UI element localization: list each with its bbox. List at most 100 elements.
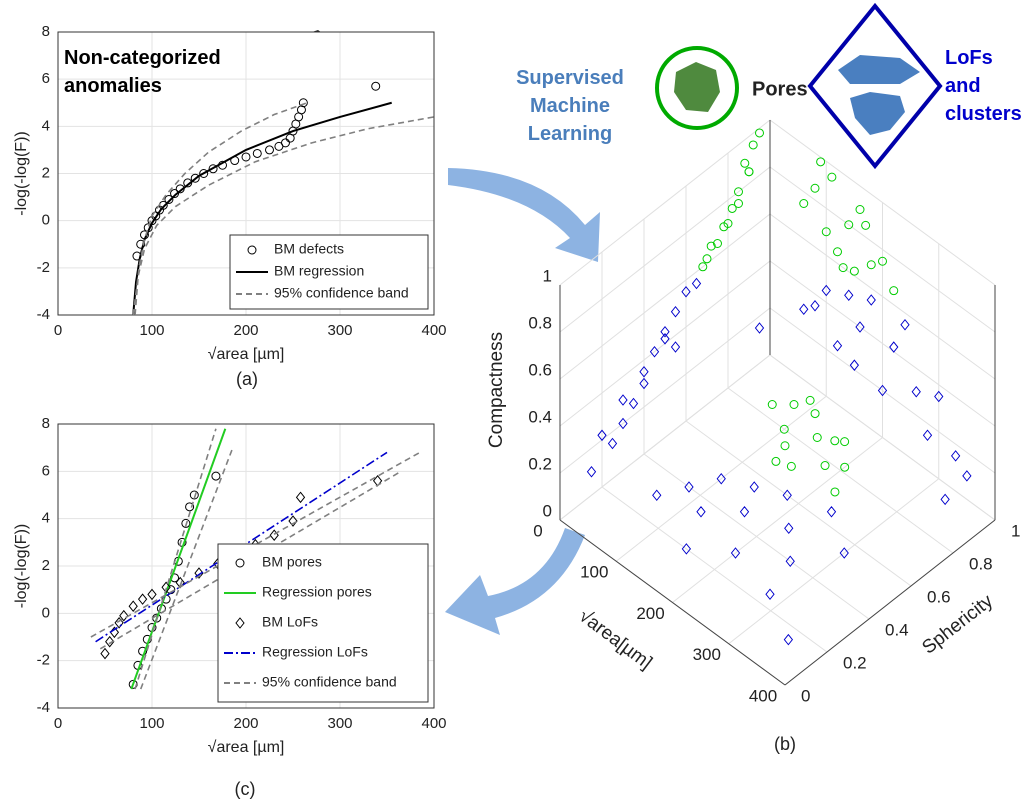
- marker: [828, 173, 836, 181]
- y-tick-label: 0.8: [969, 554, 993, 573]
- marker: [619, 395, 627, 405]
- legend-label: Regression LoFs: [262, 644, 368, 660]
- x-axis-label: √area [µm]: [208, 346, 285, 363]
- marker: [588, 467, 596, 477]
- x-axis-label: √area [µm]: [208, 739, 285, 756]
- marker: [672, 307, 680, 317]
- y-tick-label: -4: [37, 699, 50, 716]
- y-tick-label: 6: [42, 70, 50, 87]
- grid-line: [560, 308, 770, 473]
- legend-label: BM defects: [274, 241, 344, 257]
- x-tick-label: 300: [693, 645, 721, 664]
- legend-label: LoFs and clusters: [945, 44, 1025, 128]
- marker: [806, 396, 814, 404]
- y-tick-label: 2: [42, 164, 50, 181]
- x-tick-label: 0: [533, 521, 542, 540]
- marker: [890, 342, 898, 352]
- x-tick-label: 200: [233, 715, 258, 732]
- axis-line: [785, 520, 995, 685]
- grid-line: [560, 355, 770, 520]
- lof-icon: [850, 92, 905, 135]
- z-tick-label: 0.8: [528, 313, 552, 332]
- arrow: [445, 528, 585, 635]
- marker: [845, 290, 853, 300]
- marker: [749, 141, 757, 149]
- marker: [813, 434, 821, 442]
- marker: [841, 438, 849, 446]
- marker: [800, 200, 808, 208]
- y-tick-label: 0.6: [927, 587, 951, 606]
- x-tick-label: 400: [421, 322, 446, 339]
- z-axis-label: Compactness: [486, 332, 507, 448]
- marker: [924, 430, 932, 440]
- marker: [693, 279, 701, 289]
- z-tick-label: 0.4: [528, 407, 552, 426]
- pore-icon: [674, 62, 720, 112]
- grid-line: [686, 421, 911, 586]
- marker: [952, 451, 960, 461]
- caption: (c): [235, 779, 256, 799]
- annotation: Non-categorized anomalies: [64, 44, 224, 100]
- y-tick-label: 1: [1011, 521, 1020, 540]
- marker: [912, 387, 920, 397]
- arrow: [448, 168, 600, 262]
- y-axis-label: -log(-log(F)): [13, 131, 30, 215]
- marker: [800, 304, 808, 314]
- grid-line: [602, 487, 827, 652]
- marker: [831, 488, 839, 496]
- x-tick-label: 100: [139, 715, 164, 732]
- y-tick-label: -2: [37, 652, 50, 669]
- y-tick-label: 0: [42, 604, 50, 621]
- x-tick-label: 300: [327, 322, 352, 339]
- y-tick-label: 2: [42, 557, 50, 574]
- y-tick-label: 0.2: [843, 653, 867, 672]
- marker: [784, 635, 792, 645]
- y-tick-label: -4: [37, 306, 50, 323]
- legend-label: BM LoFs: [262, 614, 318, 630]
- grid-line: [616, 396, 826, 561]
- y-tick-label: 0: [801, 686, 810, 705]
- grid-line: [673, 438, 883, 603]
- marker: [831, 437, 839, 445]
- x-tick-label: 0: [54, 322, 62, 339]
- caption: (b): [774, 734, 796, 754]
- marker: [768, 401, 776, 409]
- marker: [772, 457, 780, 465]
- header: Supervised Machine Learning: [505, 64, 635, 148]
- marker: [756, 129, 764, 137]
- x-tick-label: 0: [54, 715, 62, 732]
- marker: [963, 471, 971, 481]
- y-tick-label: 4: [42, 510, 50, 527]
- y-tick-label: -2: [37, 259, 50, 276]
- x-tick-label: 100: [139, 322, 164, 339]
- marker: [890, 287, 898, 295]
- grid-line: [729, 479, 939, 644]
- marker: [856, 206, 864, 214]
- y-tick-label: 8: [42, 23, 50, 40]
- x-tick-label: 100: [580, 563, 608, 582]
- marker: [817, 158, 825, 166]
- x-tick-label: 400: [749, 686, 777, 705]
- y-tick-label: 0.4: [885, 620, 909, 639]
- marker: [867, 261, 875, 269]
- legend-label: 95% confidence band: [274, 285, 409, 301]
- marker: [828, 507, 836, 517]
- legend-label: Pores: [752, 78, 808, 100]
- marker: [811, 410, 819, 418]
- x-tick-label: 400: [421, 715, 446, 732]
- marker: [697, 507, 705, 517]
- marker: [834, 248, 842, 256]
- marker: [745, 168, 753, 176]
- marker: [661, 327, 669, 337]
- page: {"chart_data": [ {"type": "scatter", "an…: [0, 0, 1030, 806]
- marker: [785, 523, 793, 533]
- marker: [703, 255, 711, 263]
- grid-line: [728, 388, 953, 553]
- y-axis-label: -log(-log(F)): [13, 524, 30, 608]
- x-tick-label: 200: [233, 322, 258, 339]
- lof-icon: [838, 55, 920, 84]
- marker: [821, 462, 829, 470]
- y-tick-label: 0: [42, 212, 50, 229]
- legend-label: 95% confidence band: [262, 674, 397, 690]
- y-tick-label: 8: [42, 415, 50, 432]
